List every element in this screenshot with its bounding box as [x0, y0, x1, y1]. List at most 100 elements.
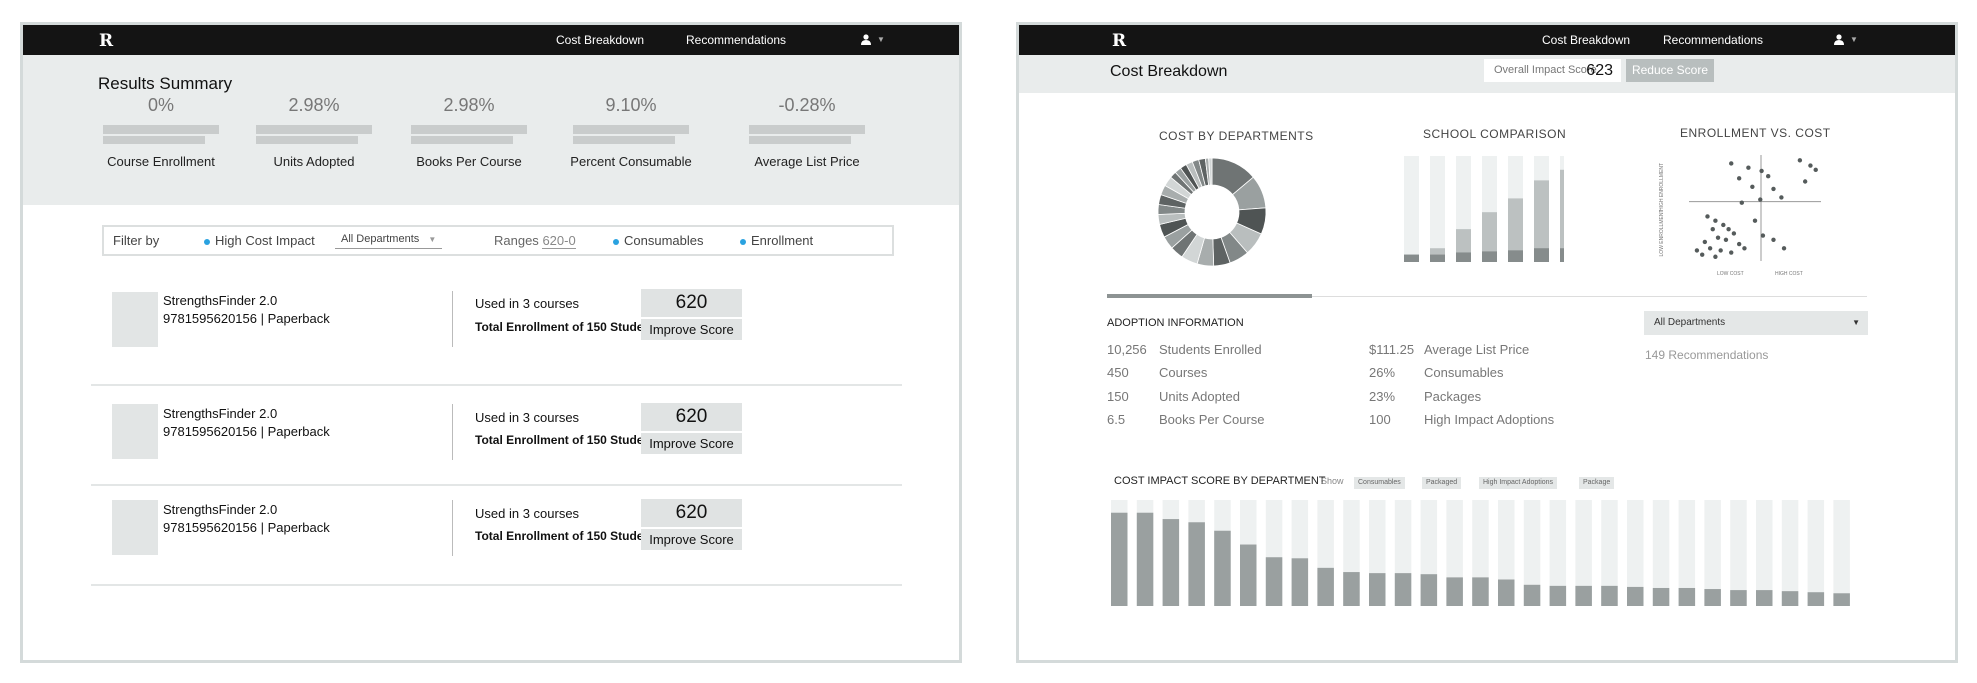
impact-column-bg: [1601, 500, 1618, 606]
scatter-point: [1802, 179, 1808, 184]
filter-consumables[interactable]: Consumables: [613, 233, 704, 248]
scatter-point: [1797, 158, 1803, 163]
chip-consumables[interactable]: Consumables: [1354, 477, 1405, 489]
impact-bar: [1420, 574, 1438, 606]
filter-enrollment[interactable]: Enrollment: [740, 233, 813, 248]
user-menu[interactable]: ▼: [861, 32, 885, 46]
book-row[interactable]: StrengthsFinder 2.0 9781595620156 | Pape…: [91, 486, 902, 586]
placeholder-bar: [573, 125, 689, 134]
school-column-base: [1456, 252, 1471, 262]
used-in-courses: Used in 3 courses: [475, 296, 580, 311]
scatter-point: [1779, 195, 1784, 200]
school-column-base: [1404, 254, 1419, 262]
scatter-point: [1771, 237, 1776, 242]
impact-bar: [1523, 584, 1541, 606]
scatter-point: [1739, 200, 1744, 205]
improve-score-button[interactable]: Improve Score: [641, 529, 742, 550]
improve-score-button[interactable]: Improve Score: [641, 319, 742, 340]
logo[interactable]: R: [1112, 31, 1126, 51]
placeholder-bar: [749, 136, 851, 144]
reduce-score-button[interactable]: Reduce Score: [1626, 59, 1714, 82]
top-navbar: R Cost Breakdown Recommendations ▼: [23, 25, 959, 55]
impact-bar: [1240, 544, 1257, 606]
nav-cost-breakdown[interactable]: Cost Breakdown: [1542, 33, 1631, 47]
user-icon: [1834, 34, 1844, 46]
improve-score-button[interactable]: Improve Score: [641, 433, 742, 454]
nav-recommendations[interactable]: Recommendations: [1663, 33, 1764, 47]
results-summary: Results Summary 0% Course Enrollment 2.9…: [23, 55, 959, 205]
placeholder-bar: [256, 125, 372, 134]
chevron-down-icon: ▼: [877, 35, 885, 45]
placeholder-bar: [411, 125, 527, 134]
chevron-down-icon: ▼: [428, 235, 437, 244]
total-enrollment: Total Enrollment of 150 Students: [475, 529, 662, 543]
scatter-point: [1750, 184, 1755, 189]
book-thumbnail: [112, 292, 158, 347]
department-select[interactable]: All Departments ▼: [335, 233, 443, 249]
nav-recommendations[interactable]: Recommendations: [686, 33, 787, 47]
chip-high-impact-adoptions[interactable]: High Impact Adoptions: [1479, 477, 1558, 489]
stat-label: Consumables: [1424, 365, 1504, 380]
school-column-value: [1560, 169, 1564, 262]
scatter-point: [1705, 214, 1710, 219]
donut-slice: [1208, 157, 1213, 186]
scatter-point: [1702, 239, 1708, 245]
school-column-value: [1534, 180, 1549, 262]
stat-label: Units Adopted: [1159, 389, 1240, 404]
impact-bar: [1781, 591, 1799, 606]
user-icon: [861, 34, 871, 46]
school-comparison-chart[interactable]: [1404, 156, 1564, 264]
book-row[interactable]: StrengthsFinder 2.0 9781595620156 | Pape…: [91, 386, 902, 486]
stat-value: 450: [1107, 365, 1129, 380]
impact-column-bg: [1756, 500, 1773, 606]
impact-bar: [1627, 586, 1644, 606]
book-title: StrengthsFinder 2.0: [163, 502, 278, 517]
recommendations-count[interactable]: 149 Recommendations: [1645, 348, 1769, 362]
impact-bar: [1343, 572, 1360, 606]
stat-value: 10,256: [1107, 342, 1147, 357]
logo[interactable]: R: [99, 31, 113, 51]
impact-bar: [1188, 522, 1205, 606]
scatter-point: [1715, 235, 1721, 240]
chip-packaged[interactable]: Packaged: [1422, 477, 1462, 489]
page-title: Cost Breakdown: [1110, 63, 1228, 80]
score-value: 620: [641, 403, 742, 431]
used-in-courses: Used in 3 courses: [475, 410, 580, 425]
book-row[interactable]: StrengthsFinder 2.0 9781595620156 | Pape…: [91, 286, 902, 386]
impact-column-bg: [1704, 500, 1721, 606]
impact-bar: [1807, 592, 1825, 606]
book-thumbnail: [112, 500, 158, 555]
nav-cost-breakdown[interactable]: Cost Breakdown: [556, 33, 645, 47]
cost-by-departments-chart[interactable]: [1156, 156, 1268, 268]
school-column-base: [1560, 248, 1564, 262]
filter-high-cost-impact[interactable]: High Cost Impact: [204, 233, 315, 248]
filter-ranges[interactable]: Ranges 620-0: [494, 233, 576, 249]
impact-bar: [1394, 573, 1412, 606]
chart-title-departments: COST BY DEPARTMENTS: [1159, 129, 1314, 143]
impact-column-bg: [1575, 500, 1592, 606]
scatter-point: [1771, 186, 1776, 192]
stat-label: Books Per Course: [1159, 412, 1265, 427]
metric-label: Units Adopted: [273, 154, 355, 169]
chip-package[interactable]: Package: [1579, 477, 1615, 489]
cost-impact-chart[interactable]: [1109, 500, 1869, 610]
score-value: 620: [641, 499, 742, 527]
filter-option-label: Consumables: [624, 233, 704, 248]
scatter-point: [1742, 246, 1747, 251]
scatter-point: [1723, 237, 1729, 242]
stat-value: 6.5: [1107, 412, 1126, 427]
book-thumbnail: [112, 404, 158, 459]
school-column-base: [1482, 251, 1497, 262]
impact-bar: [1549, 585, 1567, 606]
select-value: All Departments: [341, 233, 420, 245]
bullet-icon: [613, 238, 619, 245]
user-menu[interactable]: ▼: [1834, 32, 1858, 46]
chart-title-enrollment: ENROLLMENT VS. COST: [1680, 126, 1831, 140]
impact-column-bg: [1730, 500, 1747, 606]
department-dropdown[interactable]: All Departments ▼: [1644, 311, 1868, 335]
impact-column-bg: [1781, 500, 1799, 606]
scatter-point: [1726, 227, 1731, 232]
impact-column-bg: [1833, 500, 1850, 606]
scatter-point: [1713, 254, 1718, 259]
